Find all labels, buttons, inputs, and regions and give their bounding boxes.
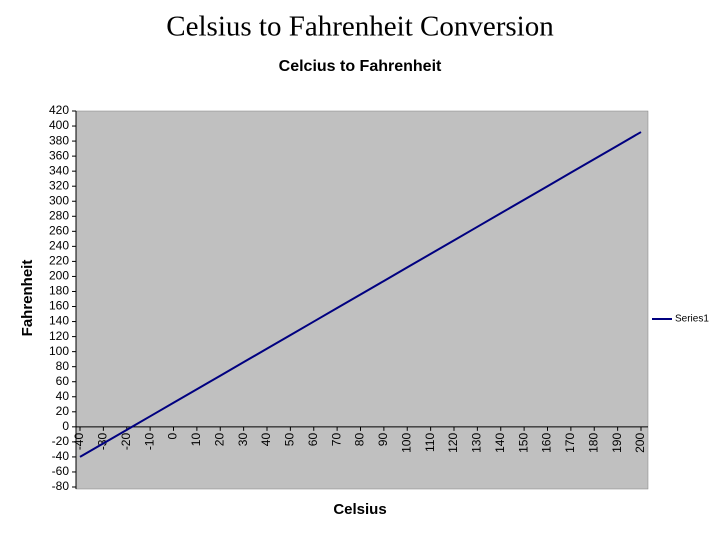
y-tick-label: 20 (56, 404, 70, 418)
x-tick-label: 180 (586, 433, 600, 453)
x-tick-label: 90 (376, 433, 390, 447)
y-tick-label: 160 (49, 299, 69, 313)
x-tick-label: 200 (633, 433, 647, 453)
x-tick-label: 130 (470, 433, 484, 453)
x-tick-label: 10 (189, 433, 203, 447)
y-tick-label: -40 (52, 449, 70, 463)
x-tick-label: 60 (306, 433, 320, 447)
x-tick-label: 70 (329, 433, 343, 447)
x-tick-label: 80 (353, 433, 367, 447)
y-tick-label: 180 (49, 284, 69, 298)
series-line (79, 131, 642, 458)
x-tick-label: 140 (493, 433, 507, 453)
x-tick-label: -40 (72, 433, 86, 451)
y-tick-label: 400 (49, 118, 69, 132)
x-tick-label: -20 (119, 433, 133, 451)
x-tick-label: 190 (610, 433, 624, 453)
y-tick-label: 340 (49, 163, 69, 177)
y-tick-label: 40 (56, 389, 70, 403)
x-tick-label: 50 (283, 433, 297, 447)
x-tick-label: 30 (236, 433, 250, 447)
x-tick-label: 160 (540, 433, 554, 453)
x-tick-label: -10 (142, 433, 156, 451)
x-axis-label: Celsius (333, 501, 386, 518)
y-tick-label: 420 (49, 103, 69, 117)
x-tick-label: 120 (446, 433, 460, 453)
y-tick-label: 280 (49, 208, 69, 222)
y-tick-label: 200 (49, 269, 69, 283)
y-tick-label: -20 (52, 434, 70, 448)
x-tick-label: 0 (166, 433, 180, 440)
y-tick-label: 260 (49, 223, 69, 237)
plot-area (75, 110, 649, 490)
y-tick-label: 0 (62, 419, 69, 433)
x-tick-label: 20 (212, 433, 226, 447)
x-tick-label: 170 (563, 433, 577, 453)
y-tick-label: 100 (49, 344, 69, 358)
y-axis-label: Fahrenheit (19, 260, 36, 337)
y-tick-label: 360 (49, 148, 69, 162)
y-tick-label: -60 (52, 464, 70, 478)
y-tick-label: 80 (56, 359, 70, 373)
y-tick-label: 220 (49, 254, 69, 268)
x-tick-label: 100 (399, 433, 413, 453)
y-tick-label: 380 (49, 133, 69, 147)
y-tick-label: 60 (56, 374, 70, 388)
y-tick-label: 320 (49, 178, 69, 192)
y-tick-label: 140 (49, 314, 69, 328)
y-tick-label: -80 (52, 479, 70, 493)
y-tick-label: 240 (49, 239, 69, 253)
x-tick-label: 150 (516, 433, 530, 453)
chart-title: Celcius to Fahrenheit (279, 58, 442, 75)
x-tick-label: 110 (423, 433, 437, 452)
x-tick-label: 40 (259, 433, 273, 447)
y-tick-label: 300 (49, 193, 69, 207)
slide-title: Celsius to Fahrenheit Conversion (166, 11, 554, 43)
y-tick-label: 120 (49, 329, 69, 343)
legend-label: Series1 (675, 314, 709, 325)
